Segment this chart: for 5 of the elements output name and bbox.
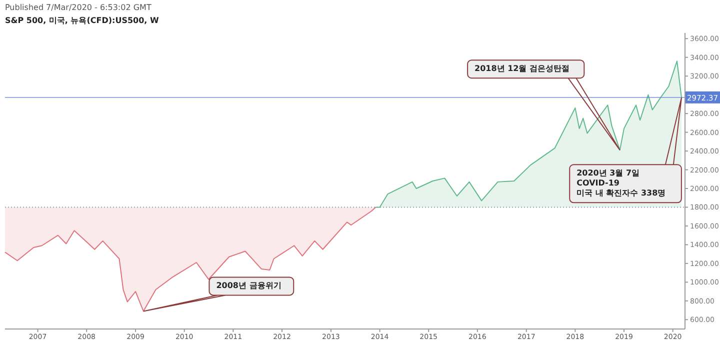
annotation: 2020년 3월 7일 COVID-19 미국 내 확진자수 338명 — [576, 168, 666, 198]
chart-subtitle: S&P 500, 미국, 뉴욕(CFD):US500, W — [5, 16, 160, 25]
chart-title: Published 7/Mar/2020 - 6:53:02 GMT — [5, 3, 152, 12]
annotation: 2008년 금융위기 — [216, 281, 282, 290]
annotation: 2018년 12월 검은성탄절 — [474, 64, 570, 74]
